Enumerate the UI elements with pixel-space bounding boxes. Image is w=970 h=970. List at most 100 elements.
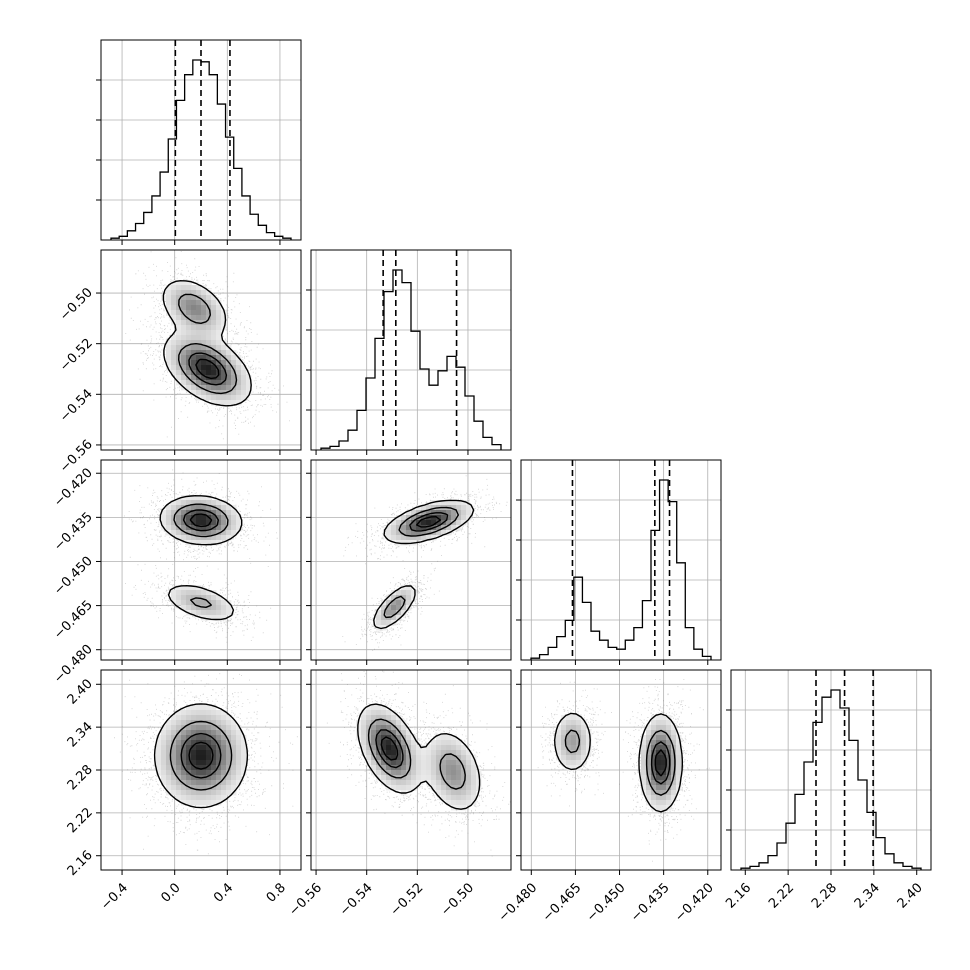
density-cell	[191, 320, 197, 326]
density-cell	[201, 520, 207, 526]
density-cell	[661, 720, 667, 726]
density-cell	[451, 760, 457, 766]
density-cell	[381, 725, 387, 731]
density-cell	[211, 325, 217, 331]
density-cell	[206, 520, 212, 526]
density-cell	[181, 310, 187, 316]
density-cell	[391, 600, 397, 606]
density-cell	[446, 795, 452, 801]
density-cell	[466, 795, 472, 801]
density-cell	[171, 520, 177, 526]
density-cell	[581, 755, 587, 761]
density-cell	[186, 285, 192, 291]
x-tick-label: 2.16	[723, 880, 754, 911]
contour-line	[178, 293, 238, 395]
density-cell	[181, 730, 187, 736]
density-cell	[216, 505, 222, 511]
density-cell	[196, 745, 202, 751]
density-cell	[201, 595, 207, 601]
density-cell	[226, 530, 232, 536]
density-cell	[361, 725, 367, 731]
y-tick-label: −0.420	[51, 465, 96, 510]
density-cell	[181, 340, 187, 346]
density-cell	[196, 365, 202, 371]
density-cell	[361, 745, 367, 751]
density-cell	[186, 280, 192, 286]
density-cell	[186, 385, 192, 391]
density-cell	[651, 755, 657, 761]
density-cell	[201, 395, 207, 401]
density-cell	[406, 770, 412, 776]
density-cell	[461, 785, 467, 791]
density-cell	[446, 525, 452, 531]
density-cell	[206, 785, 212, 791]
y-tick-label: 2.40	[65, 677, 96, 708]
x-tick-label: −0.54	[337, 880, 376, 919]
density-cell	[411, 780, 417, 786]
density-cell	[166, 365, 172, 371]
density-cell	[431, 740, 437, 746]
sample-points	[124, 469, 278, 643]
density-cell	[186, 590, 192, 596]
density-cell	[406, 755, 412, 761]
density-cell	[401, 765, 407, 771]
density-cell	[456, 500, 462, 506]
density-cell	[586, 735, 592, 741]
density-cell	[396, 535, 402, 541]
density-cell	[201, 795, 207, 801]
density-cell	[416, 745, 422, 751]
density-cell	[221, 520, 227, 526]
density-cell	[236, 385, 242, 391]
density-cell	[176, 500, 182, 506]
density-cell	[646, 790, 652, 796]
density-cell	[196, 385, 202, 391]
density-cell	[211, 760, 217, 766]
density-cell	[451, 780, 457, 786]
density-cell	[641, 760, 647, 766]
density-cell	[661, 760, 667, 766]
density-cell	[206, 750, 212, 756]
density-cell	[161, 755, 167, 761]
density-cell	[201, 350, 207, 356]
density-cell	[241, 370, 247, 376]
density-cell	[381, 715, 387, 721]
density-cell	[381, 765, 387, 771]
density-cell	[196, 715, 202, 721]
density-cell	[211, 535, 217, 541]
density-cell	[386, 535, 392, 541]
density-cell	[201, 510, 207, 516]
density-cell	[206, 530, 212, 536]
density-cell	[386, 710, 392, 716]
contour-line	[162, 280, 252, 407]
density-cell	[181, 785, 187, 791]
contour-line	[409, 512, 449, 532]
density-cell	[671, 790, 677, 796]
density-cell	[451, 515, 457, 521]
density-cell	[181, 290, 187, 296]
density-cell	[436, 520, 442, 526]
y-tick-label: 2.16	[65, 848, 96, 879]
density-cell	[426, 775, 432, 781]
density-cell	[391, 615, 397, 621]
density-cell	[216, 715, 222, 721]
density-cell	[216, 770, 222, 776]
density-cell	[221, 615, 227, 621]
density-cell	[431, 515, 437, 521]
density-cell	[416, 780, 422, 786]
density-cell	[211, 800, 217, 806]
density-cell	[471, 785, 477, 791]
density-cell	[196, 360, 202, 366]
density-cell	[466, 750, 472, 756]
density-cell	[181, 720, 187, 726]
density-cell	[211, 510, 217, 516]
density-cell	[436, 530, 442, 536]
density-cell	[186, 795, 192, 801]
density-cell	[176, 790, 182, 796]
density-cell	[196, 590, 202, 596]
density-cell	[441, 515, 447, 521]
density-cell	[166, 515, 172, 521]
density-cell	[386, 740, 392, 746]
density-cell	[561, 745, 567, 751]
density-cell	[206, 300, 212, 306]
density-cell	[676, 740, 682, 746]
